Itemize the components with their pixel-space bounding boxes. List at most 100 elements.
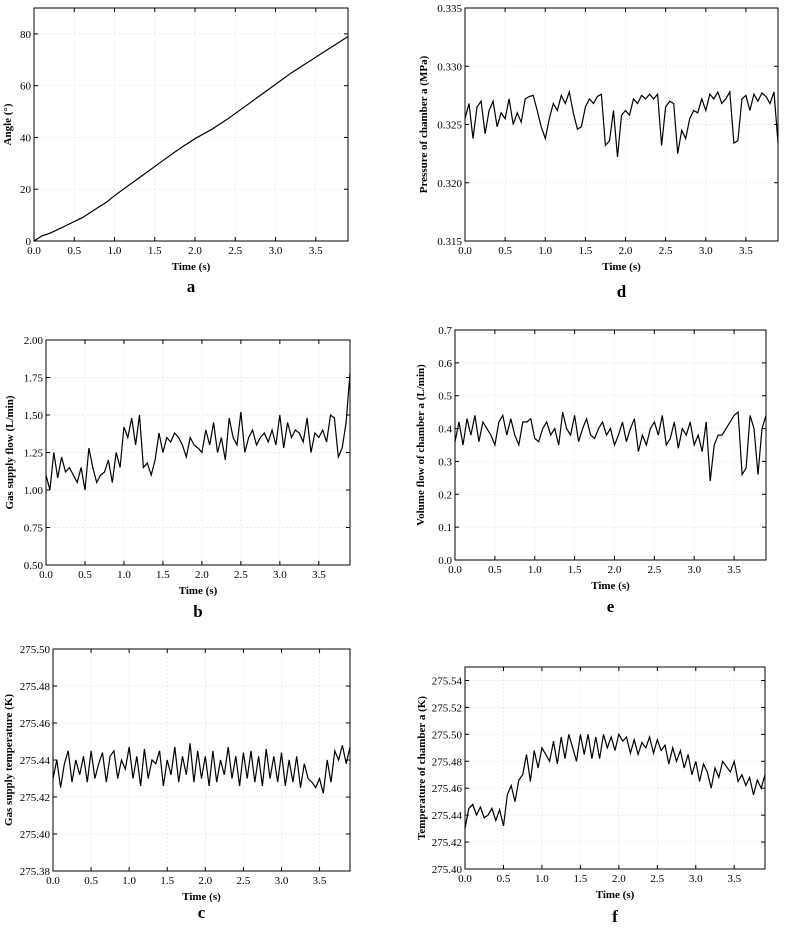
- y-tick-label: 0.335: [437, 3, 462, 15]
- y-axis-title: Angle (°): [2, 103, 14, 145]
- series-line-d: [464, 89, 779, 158]
- x-tick-label: 3.0: [689, 873, 703, 885]
- y-tick-label: 60: [20, 81, 32, 93]
- y-tick-label: 275.54: [432, 675, 463, 687]
- y-tick-label: 275.48: [432, 756, 463, 768]
- y-tick-label: 20: [20, 184, 32, 196]
- x-tick-label: 0.0: [458, 873, 472, 885]
- y-axis-title: Temperature of chamber a (K): [416, 696, 428, 840]
- panel-label-d: d: [617, 282, 627, 301]
- x-tick-label: 0.0: [39, 569, 53, 581]
- x-tick-label: 1.5: [568, 564, 582, 576]
- x-tick-label: 1.5: [148, 245, 162, 257]
- x-tick-label: 1.5: [579, 245, 593, 257]
- y-tick-label: 0.315: [437, 236, 462, 248]
- x-tick-label: 3.0: [269, 245, 283, 257]
- y-axis-title: Gas supply temperature (K): [3, 694, 15, 826]
- x-tick-label: 3.5: [727, 564, 741, 576]
- y-tick-label: 275.38: [20, 866, 51, 878]
- x-tick-label: 0.0: [27, 245, 41, 257]
- y-tick-label: 0.75: [24, 523, 44, 535]
- panel-label-e: e: [607, 597, 615, 616]
- y-tick-label: 275.46: [20, 718, 51, 730]
- y-tick-label: 1.00: [24, 485, 44, 497]
- series-line-b: [45, 372, 351, 491]
- y-axis-title: Gas supply flow (L/min): [4, 395, 16, 509]
- plot-frame-a: [33, 7, 349, 242]
- x-tick-label: 0.0: [448, 564, 462, 576]
- x-tick-label: 2.0: [188, 245, 202, 257]
- x-axis-title: Time (s): [172, 261, 211, 273]
- y-tick-label: 0.325: [437, 120, 462, 132]
- x-tick-label: 3.5: [727, 873, 741, 885]
- x-tick-label: 2.5: [237, 875, 251, 887]
- y-tick-label: 1.50: [24, 410, 44, 422]
- y-tick-label: 0.2: [438, 489, 452, 501]
- x-axis-title: Time (s): [596, 889, 635, 901]
- y-tick-label: 40: [20, 132, 32, 144]
- y-tick-label: 275.46: [432, 783, 463, 795]
- y-tick-label: 275.40: [432, 864, 463, 876]
- y-tick-label: 275.42: [20, 792, 50, 804]
- x-tick-label: 1.5: [574, 873, 588, 885]
- x-tick-label: 0.0: [46, 875, 60, 887]
- x-axis-title: Time (s): [591, 580, 630, 592]
- panel-label-b: b: [193, 602, 202, 621]
- series-line-a: [33, 35, 349, 242]
- x-tick-label: 3.0: [687, 564, 701, 576]
- x-tick-label: 2.0: [195, 569, 209, 581]
- panel-label-f: f: [612, 907, 618, 926]
- x-tick-label: 3.0: [699, 245, 713, 257]
- x-tick-label: 2.0: [608, 564, 622, 576]
- x-tick-label: 0.5: [498, 245, 512, 257]
- x-tick-label: 3.5: [309, 245, 323, 257]
- y-tick-label: 1.25: [24, 448, 44, 460]
- x-tick-label: 3.0: [273, 569, 287, 581]
- y-tick-label: 0: [26, 236, 32, 248]
- x-tick-label: 0.5: [488, 564, 502, 576]
- chart-panel-c: 0.0 0.5 1.0 1.5 2.0 2.5 3.0 3.5 275.38 275.40 275.…: [3, 644, 351, 922]
- x-tick-label: 1.0: [538, 245, 552, 257]
- x-axis-title: Time (s): [182, 891, 221, 903]
- x-tick-label: 1.5: [156, 569, 170, 581]
- x-tick-label: 3.5: [313, 875, 327, 887]
- x-tick-label: 0.0: [458, 245, 472, 257]
- y-tick-label: 275.52: [432, 702, 462, 714]
- y-tick-label: 275.48: [20, 681, 51, 693]
- x-tick-label: 3.0: [275, 875, 289, 887]
- x-tick-label: 2.5: [650, 873, 664, 885]
- plot-frame-f: [464, 666, 766, 870]
- x-tick-label: 0.5: [78, 569, 92, 581]
- chart-panel-d: 0.0 0.5 1.0 1.5 2.0 2.5 3.0 3.5 0.315 0.320 0.325 0…: [418, 3, 779, 301]
- chart-panel-b: 0.0 0.5 1.0 1.5 2.0 2.5 3.0 3.5 0.50 0.75 1.00 1.25…: [4, 335, 351, 621]
- x-tick-label: 3.5: [312, 569, 326, 581]
- y-tick-label: 0.50: [24, 560, 44, 572]
- x-tick-label: 1.0: [122, 875, 136, 887]
- y-tick-label: 0.330: [437, 61, 462, 73]
- x-tick-label: 2.5: [228, 245, 242, 257]
- x-tick-label: 1.0: [528, 564, 542, 576]
- y-tick-label: 2.00: [24, 335, 44, 347]
- y-tick-label: 80: [20, 29, 32, 41]
- chart-panel-a: 0.0 0.5 1.0 1.5 2.0 2.5 3.0 3.5 0 20 40 60 80 Time (s…: [2, 7, 349, 296]
- y-tick-label: 275.44: [432, 810, 463, 822]
- chart-panel-f: 0.0 0.5 1.0 1.5 2.0 2.5 3.0 3.5 275.40 275.42 275.…: [416, 666, 766, 926]
- y-tick-label: 1.75: [24, 373, 44, 385]
- x-tick-label: 0.5: [497, 873, 511, 885]
- y-tick-label: 275.50: [432, 729, 463, 741]
- y-tick-label: 275.50: [20, 644, 51, 656]
- y-tick-label: 0.3: [438, 456, 452, 468]
- x-tick-label: 2.5: [659, 245, 673, 257]
- y-tick-label: 275.40: [20, 829, 51, 841]
- y-tick-label: 0.1: [438, 522, 452, 534]
- x-tick-label: 1.0: [535, 873, 549, 885]
- x-tick-label: 2.5: [647, 564, 661, 576]
- x-tick-label: 2.0: [198, 875, 212, 887]
- chart-panel-e: 0.0 0.5 1.0 1.5 2.0 2.5 3.0 3.5 0.0 0.1 0.2 0.3 0.4 0…: [415, 325, 767, 616]
- y-axis-title: Pressure of chamber a (MPa): [418, 55, 430, 193]
- y-tick-label: 275.42: [432, 837, 462, 849]
- x-tick-label: 3.5: [739, 245, 753, 257]
- series-line-f: [464, 732, 766, 829]
- y-tick-label: 0.7: [438, 325, 452, 337]
